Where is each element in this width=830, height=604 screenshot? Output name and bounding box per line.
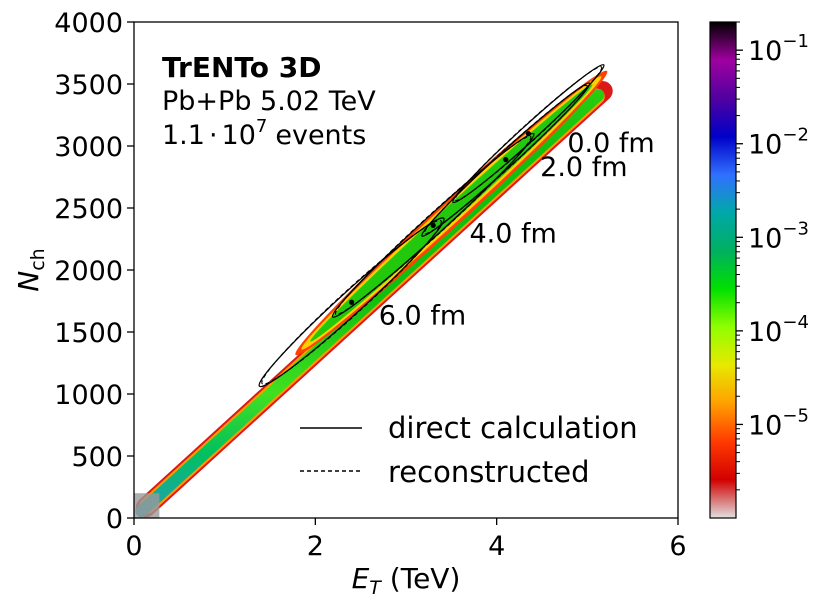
density-band	[134, 70, 613, 518]
colorbar-tick-label: 10−1	[748, 31, 809, 67]
y-tick-label: 2500	[54, 194, 123, 225]
colorbar-fill	[710, 22, 736, 518]
ellipse-label: 0.0 fm	[567, 128, 654, 159]
annotation-title: TrENTo 3D	[162, 51, 321, 84]
ellipse-center	[503, 157, 509, 163]
ellipse-label: 6.0 fm	[379, 301, 466, 332]
y-axis: 0 500 1000 1500 2000 2500 3000 3500 4000	[54, 8, 134, 535]
x-tick-label: 2	[307, 531, 324, 562]
ellipse-center	[430, 222, 436, 228]
y-axis-title: Nch	[12, 248, 49, 291]
y-tick-label: 1000	[54, 380, 123, 411]
colorbar-frame	[709, 21, 737, 519]
annotation-system: Pb+Pb 5.02 TeV	[162, 86, 376, 117]
y-tick-label: 500	[71, 442, 123, 473]
ellipse-reconstructed	[423, 84, 588, 235]
y-tick-label: 4000	[54, 8, 123, 39]
legend-label-reconstructed: reconstructed	[388, 455, 590, 489]
ellipse-label: 2.0 fm	[540, 152, 627, 183]
band-wide-green	[310, 84, 593, 342]
y-tick-label: 1500	[54, 318, 123, 349]
band-low-corner	[134, 493, 160, 518]
x-tick-label: 0	[125, 531, 142, 562]
y-tick-label: 3500	[54, 70, 123, 101]
colorbar-tick-label: 10−4	[748, 312, 809, 348]
colorbar-tick-label: 10−3	[748, 218, 809, 254]
ellipse-direct	[258, 217, 445, 388]
ellipse-label: 4.0 fm	[469, 219, 556, 250]
ellipse-reconstructed	[261, 219, 442, 385]
x-tick-label: 4	[488, 531, 505, 562]
x-tick-label: 6	[669, 531, 686, 562]
legend-label-direct: direct calculation	[388, 411, 638, 445]
annotation: TrENTo 3D Pb+Pb 5.02 TeV 1.1 · 107 events	[162, 51, 376, 151]
y-tick-label: 2000	[54, 256, 123, 287]
colorbar: 10−5 10−4 10−3 10−2 10−1	[709, 21, 809, 519]
x-axis: 0 2 4 6	[125, 518, 687, 562]
x-axis-title: ET (TeV)	[352, 562, 461, 599]
colorbar-ticks: 10−5 10−4 10−3 10−2 10−1	[736, 21, 809, 491]
colorbar-tick-label: 10−2	[748, 125, 809, 161]
y-tick-label: 3000	[54, 132, 123, 163]
annotation-events: 1.1 · 107 events	[162, 116, 366, 151]
ellipse-center	[349, 299, 355, 305]
ellipse-reconstructed	[334, 135, 532, 316]
y-tick-label: 0	[106, 504, 123, 535]
plot-area	[133, 21, 679, 519]
ellipse-reconstructed	[454, 66, 603, 202]
impact-parameter-ellipses	[258, 64, 605, 388]
colorbar-tick-label: 10−5	[748, 405, 809, 441]
legend: direct calculation reconstructed	[300, 411, 638, 489]
ellipse-labels: 0.0 fm2.0 fm 4.0 fm 6.0 fm	[379, 128, 655, 331]
